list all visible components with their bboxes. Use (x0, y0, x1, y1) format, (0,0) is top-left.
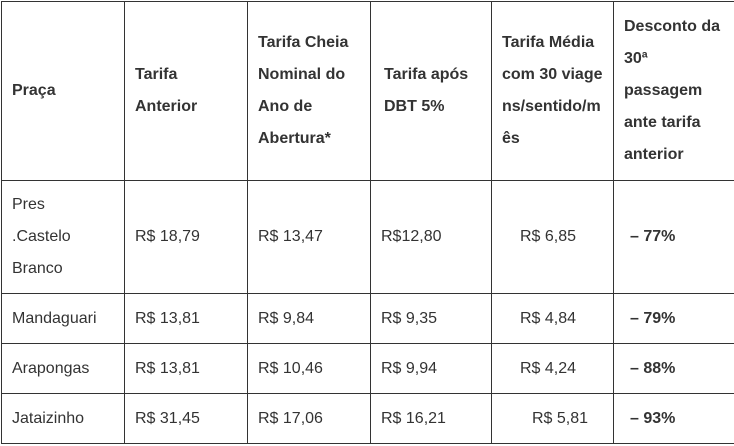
cell-tarifa-anterior: R$ 18,79 (124, 180, 248, 294)
cell-tarifa-media: R$ 4,24 (491, 343, 614, 394)
cell-tarifa-dbt: R$12,80 (370, 180, 492, 294)
header-tarifa-anterior: Tarifa Anterior (124, 1, 248, 181)
table-row: Pres .Castelo Branco R$ 18,79 R$ 13,47 R… (1, 180, 734, 294)
cell-praca: Arapongas (1, 343, 125, 394)
cell-tarifa-media: R$ 6,85 (491, 180, 614, 294)
table-row: Mandaguari R$ 13,81 R$ 9,84 R$ 9,35 R$ 4… (1, 293, 734, 344)
cell-desconto: – 88% (613, 343, 734, 394)
cell-tarifa-dbt: R$ 9,94 (370, 343, 492, 394)
cell-praca: Mandaguari (1, 293, 125, 344)
cell-desconto: – 79% (613, 293, 734, 344)
cell-tarifa-dbt: R$ 16,21 (370, 393, 492, 444)
cell-desconto: – 77% (613, 180, 734, 294)
header-tarifa-dbt: Tarifa após DBT 5% (370, 1, 492, 181)
header-praca: Praça (1, 1, 125, 181)
cell-desconto: – 93% (613, 393, 734, 444)
cell-tarifa-anterior: R$ 13,81 (124, 293, 248, 344)
cell-tarifa-anterior: R$ 31,45 (124, 393, 248, 444)
table-row: Jataizinho R$ 31,45 R$ 17,06 R$ 16,21 R$… (1, 393, 734, 444)
cell-tarifa-dbt: R$ 9,35 (370, 293, 492, 344)
header-tarifa-media: Tarifa Média com 30 viagens/sentido/mês (491, 1, 614, 181)
cell-praca: Jataizinho (1, 393, 125, 444)
table-row: Arapongas R$ 13,81 R$ 10,46 R$ 9,94 R$ 4… (1, 343, 734, 394)
cell-tarifa-cheia: R$ 10,46 (247, 343, 371, 394)
header-row: Praça Tarifa Anterior Tarifa Cheia Nomin… (1, 1, 734, 181)
cell-tarifa-cheia: R$ 17,06 (247, 393, 371, 444)
cell-tarifa-anterior: R$ 13,81 (124, 343, 248, 394)
header-desconto: Desconto da 30ª passagem ante tarifa ant… (613, 1, 734, 181)
cell-tarifa-cheia: R$ 13,47 (247, 180, 371, 294)
header-tarifa-cheia: Tarifa Cheia Nominal do Ano de Abertura* (247, 1, 371, 181)
cell-praca: Pres .Castelo Branco (1, 180, 125, 294)
cell-tarifa-media: R$ 4,84 (491, 293, 614, 344)
cell-tarifa-cheia: R$ 9,84 (247, 293, 371, 344)
cell-tarifa-media: R$ 5,81 (491, 393, 614, 444)
